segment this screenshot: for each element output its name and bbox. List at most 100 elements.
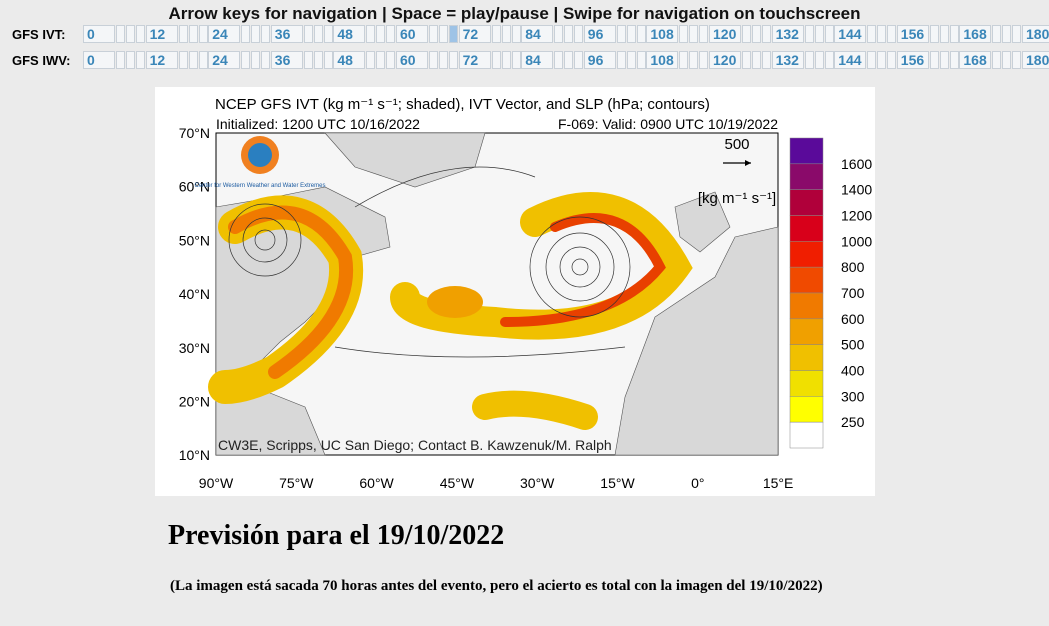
step-cell[interactable] [929, 51, 939, 69]
hour-cell[interactable]: 12 [145, 51, 178, 69]
step-cell[interactable] [1002, 25, 1012, 43]
step-cell[interactable] [126, 25, 135, 43]
step-cell[interactable] [564, 25, 574, 43]
step-cell[interactable] [449, 25, 458, 43]
step-cell[interactable] [323, 25, 333, 43]
step-cell[interactable] [616, 51, 626, 69]
hour-cell[interactable]: 96 [583, 51, 616, 69]
hour-cell[interactable]: 84 [521, 51, 554, 69]
step-cell[interactable] [564, 51, 574, 69]
step-cell[interactable] [136, 51, 145, 69]
step-cell[interactable] [742, 25, 751, 43]
step-cell[interactable] [501, 51, 511, 69]
step-cell[interactable] [178, 25, 188, 43]
hour-cell[interactable]: 156 [896, 51, 929, 69]
step-cell[interactable] [501, 25, 511, 43]
step-cell[interactable] [198, 25, 208, 43]
step-cell[interactable] [939, 51, 949, 69]
step-cell[interactable] [136, 25, 145, 43]
hour-cell[interactable]: 72 [458, 25, 491, 43]
hour-cell[interactable]: 36 [270, 25, 303, 43]
step-cell[interactable] [939, 25, 949, 43]
step-cell[interactable] [814, 25, 824, 43]
hour-cell[interactable]: 48 [333, 51, 366, 69]
step-cell[interactable] [636, 51, 646, 69]
hour-cell[interactable]: 108 [646, 51, 679, 69]
step-cell[interactable] [949, 51, 959, 69]
step-cell[interactable] [313, 51, 323, 69]
hour-cell[interactable]: 12 [145, 25, 178, 43]
step-cell[interactable] [511, 51, 521, 69]
step-cell[interactable] [1012, 51, 1022, 69]
hour-cell[interactable]: 108 [646, 25, 679, 43]
hour-cell[interactable]: 132 [771, 51, 804, 69]
step-cell[interactable] [366, 25, 376, 43]
hour-cell[interactable]: 144 [834, 25, 867, 43]
step-cell[interactable] [752, 25, 761, 43]
step-cell[interactable] [574, 51, 584, 69]
step-cell[interactable] [116, 51, 125, 69]
step-cell[interactable] [429, 25, 438, 43]
step-cell[interactable] [386, 25, 396, 43]
step-cell[interactable] [261, 51, 271, 69]
hour-cell[interactable]: 84 [521, 25, 554, 43]
step-cell[interactable] [992, 25, 1002, 43]
step-cell[interactable] [887, 25, 897, 43]
step-cell[interactable] [626, 25, 636, 43]
step-cell[interactable] [626, 51, 636, 69]
step-cell[interactable] [762, 51, 771, 69]
step-cell[interactable] [679, 51, 689, 69]
hour-cell[interactable]: 132 [771, 25, 804, 43]
hour-cell[interactable]: 180 [1022, 25, 1049, 43]
hour-cell[interactable]: 96 [583, 25, 616, 43]
step-cell[interactable] [323, 51, 333, 69]
step-cell[interactable] [241, 25, 251, 43]
hour-cell[interactable]: 168 [959, 51, 992, 69]
step-cell[interactable] [742, 51, 751, 69]
step-cell[interactable] [929, 25, 939, 43]
step-cell[interactable] [887, 51, 897, 69]
step-cell[interactable] [1002, 51, 1012, 69]
step-cell[interactable] [679, 25, 689, 43]
hour-cell[interactable]: 48 [333, 25, 366, 43]
hour-cell[interactable]: 24 [208, 51, 241, 69]
step-cell[interactable] [574, 25, 584, 43]
step-cell[interactable] [867, 25, 877, 43]
step-cell[interactable] [689, 25, 699, 43]
step-cell[interactable] [491, 25, 501, 43]
step-cell[interactable] [804, 51, 814, 69]
step-cell[interactable] [699, 25, 709, 43]
step-cell[interactable] [241, 51, 251, 69]
step-cell[interactable] [949, 25, 959, 43]
step-cell[interactable] [449, 51, 458, 69]
step-cell[interactable] [804, 25, 814, 43]
step-cell[interactable] [376, 25, 386, 43]
step-cell[interactable] [752, 51, 761, 69]
step-cell[interactable] [616, 25, 626, 43]
hour-cell[interactable]: 120 [709, 25, 741, 43]
hour-cell[interactable]: 60 [396, 51, 428, 69]
step-cell[interactable] [376, 51, 386, 69]
hour-cell[interactable]: 0 [83, 51, 115, 69]
step-cell[interactable] [762, 25, 771, 43]
step-cell[interactable] [824, 25, 834, 43]
step-cell[interactable] [992, 51, 1002, 69]
step-cell[interactable] [689, 51, 699, 69]
step-cell[interactable] [386, 51, 396, 69]
hour-cell[interactable]: 72 [458, 51, 491, 69]
hour-cell[interactable]: 60 [396, 25, 428, 43]
step-cell[interactable] [491, 51, 501, 69]
step-cell[interactable] [554, 25, 564, 43]
hour-cell[interactable]: 156 [896, 25, 929, 43]
hour-cell[interactable]: 180 [1022, 51, 1049, 69]
hour-cell[interactable]: 24 [208, 25, 241, 43]
step-cell[interactable] [178, 51, 188, 69]
step-cell[interactable] [439, 51, 448, 69]
step-cell[interactable] [877, 25, 887, 43]
step-cell[interactable] [116, 25, 125, 43]
step-cell[interactable] [429, 51, 438, 69]
step-cell[interactable] [867, 51, 877, 69]
step-cell[interactable] [303, 51, 313, 69]
step-cell[interactable] [251, 51, 261, 69]
step-cell[interactable] [198, 51, 208, 69]
